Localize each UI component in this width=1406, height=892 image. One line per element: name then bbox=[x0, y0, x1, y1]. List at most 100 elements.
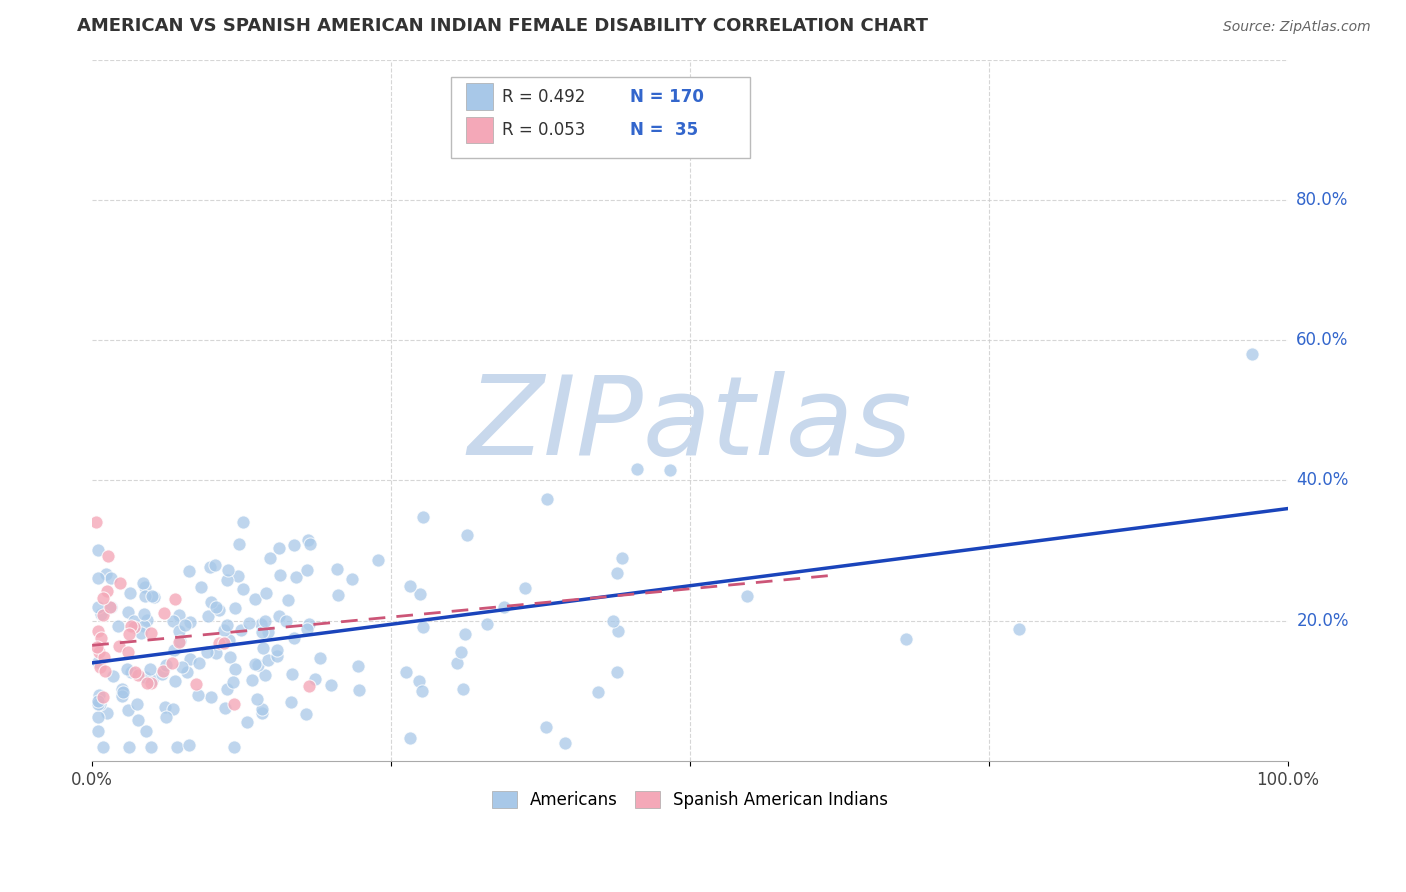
Point bbox=[269, 541, 291, 556]
Point bbox=[170, 660, 193, 674]
Point bbox=[87, 655, 110, 669]
Point bbox=[281, 666, 304, 681]
Text: 20.0%: 20.0% bbox=[1296, 612, 1348, 630]
Point bbox=[894, 632, 917, 646]
Point bbox=[108, 575, 131, 590]
Point bbox=[243, 657, 266, 671]
Point bbox=[246, 692, 269, 706]
Point bbox=[454, 627, 477, 641]
Point bbox=[129, 626, 152, 640]
Point bbox=[412, 509, 434, 524]
Point bbox=[408, 674, 430, 689]
Point bbox=[513, 581, 536, 595]
Point bbox=[108, 640, 131, 654]
Point bbox=[173, 617, 195, 632]
Point bbox=[451, 681, 474, 696]
Point bbox=[208, 603, 231, 617]
Point bbox=[298, 617, 321, 632]
Point bbox=[188, 656, 211, 670]
FancyBboxPatch shape bbox=[451, 77, 749, 158]
Point bbox=[96, 584, 118, 599]
Point bbox=[659, 463, 682, 477]
Point bbox=[87, 571, 110, 585]
Point bbox=[298, 679, 321, 693]
Point bbox=[96, 706, 118, 720]
Point bbox=[610, 551, 633, 566]
Text: 40.0%: 40.0% bbox=[1296, 472, 1348, 490]
Point bbox=[217, 563, 239, 577]
Point bbox=[259, 551, 281, 566]
Point bbox=[252, 624, 274, 639]
Point bbox=[160, 656, 183, 670]
Point bbox=[89, 660, 111, 674]
Point bbox=[347, 682, 370, 697]
Point bbox=[111, 686, 134, 700]
Point bbox=[283, 631, 305, 645]
Point bbox=[242, 673, 264, 687]
Text: N = 170: N = 170 bbox=[630, 87, 704, 106]
Point bbox=[297, 533, 319, 547]
Point bbox=[139, 675, 162, 690]
Point bbox=[195, 645, 218, 659]
Point bbox=[367, 553, 389, 567]
Point bbox=[89, 697, 111, 711]
Point bbox=[122, 615, 145, 629]
Point bbox=[84, 515, 107, 529]
Point bbox=[277, 593, 299, 607]
Point bbox=[139, 739, 162, 754]
Point bbox=[91, 607, 114, 622]
Point bbox=[155, 658, 177, 673]
Point bbox=[93, 650, 115, 665]
Point bbox=[398, 579, 420, 593]
Point bbox=[606, 624, 628, 638]
Point bbox=[87, 698, 110, 712]
Point bbox=[163, 673, 186, 688]
Point bbox=[152, 664, 174, 678]
Point bbox=[184, 676, 207, 690]
Point bbox=[86, 640, 108, 654]
Point bbox=[117, 703, 139, 717]
Point bbox=[208, 636, 231, 650]
Point bbox=[626, 462, 648, 476]
Point bbox=[91, 591, 114, 606]
Point bbox=[177, 564, 200, 578]
Point bbox=[117, 662, 139, 676]
Point bbox=[236, 714, 259, 729]
Point bbox=[586, 685, 609, 699]
Point bbox=[266, 643, 288, 657]
Point bbox=[110, 689, 132, 703]
Point bbox=[395, 665, 418, 680]
Point bbox=[87, 688, 110, 702]
Point bbox=[134, 589, 156, 603]
Point bbox=[253, 668, 276, 682]
Point bbox=[222, 697, 245, 711]
Point bbox=[155, 710, 177, 724]
Point bbox=[212, 636, 235, 650]
Text: 60.0%: 60.0% bbox=[1296, 331, 1348, 349]
Point bbox=[120, 619, 142, 633]
Point bbox=[269, 608, 291, 623]
Point bbox=[205, 599, 228, 614]
Point bbox=[98, 599, 121, 614]
Point bbox=[446, 657, 468, 671]
Point bbox=[197, 609, 219, 624]
Point bbox=[117, 645, 139, 659]
Text: R = 0.053: R = 0.053 bbox=[502, 121, 586, 139]
Point bbox=[309, 650, 332, 665]
Point bbox=[200, 595, 222, 609]
Text: 80.0%: 80.0% bbox=[1296, 191, 1348, 209]
Point bbox=[97, 549, 120, 563]
Point bbox=[477, 616, 499, 631]
Text: Source: ZipAtlas.com: Source: ZipAtlas.com bbox=[1223, 21, 1371, 34]
Point bbox=[100, 600, 122, 615]
Point bbox=[124, 665, 146, 679]
Point bbox=[135, 724, 157, 739]
Point bbox=[187, 688, 209, 702]
Point bbox=[250, 616, 273, 631]
Point bbox=[122, 619, 145, 633]
Point bbox=[285, 570, 308, 584]
Point bbox=[134, 619, 156, 633]
Point bbox=[294, 706, 316, 721]
Point bbox=[107, 619, 129, 633]
Point bbox=[222, 739, 245, 754]
